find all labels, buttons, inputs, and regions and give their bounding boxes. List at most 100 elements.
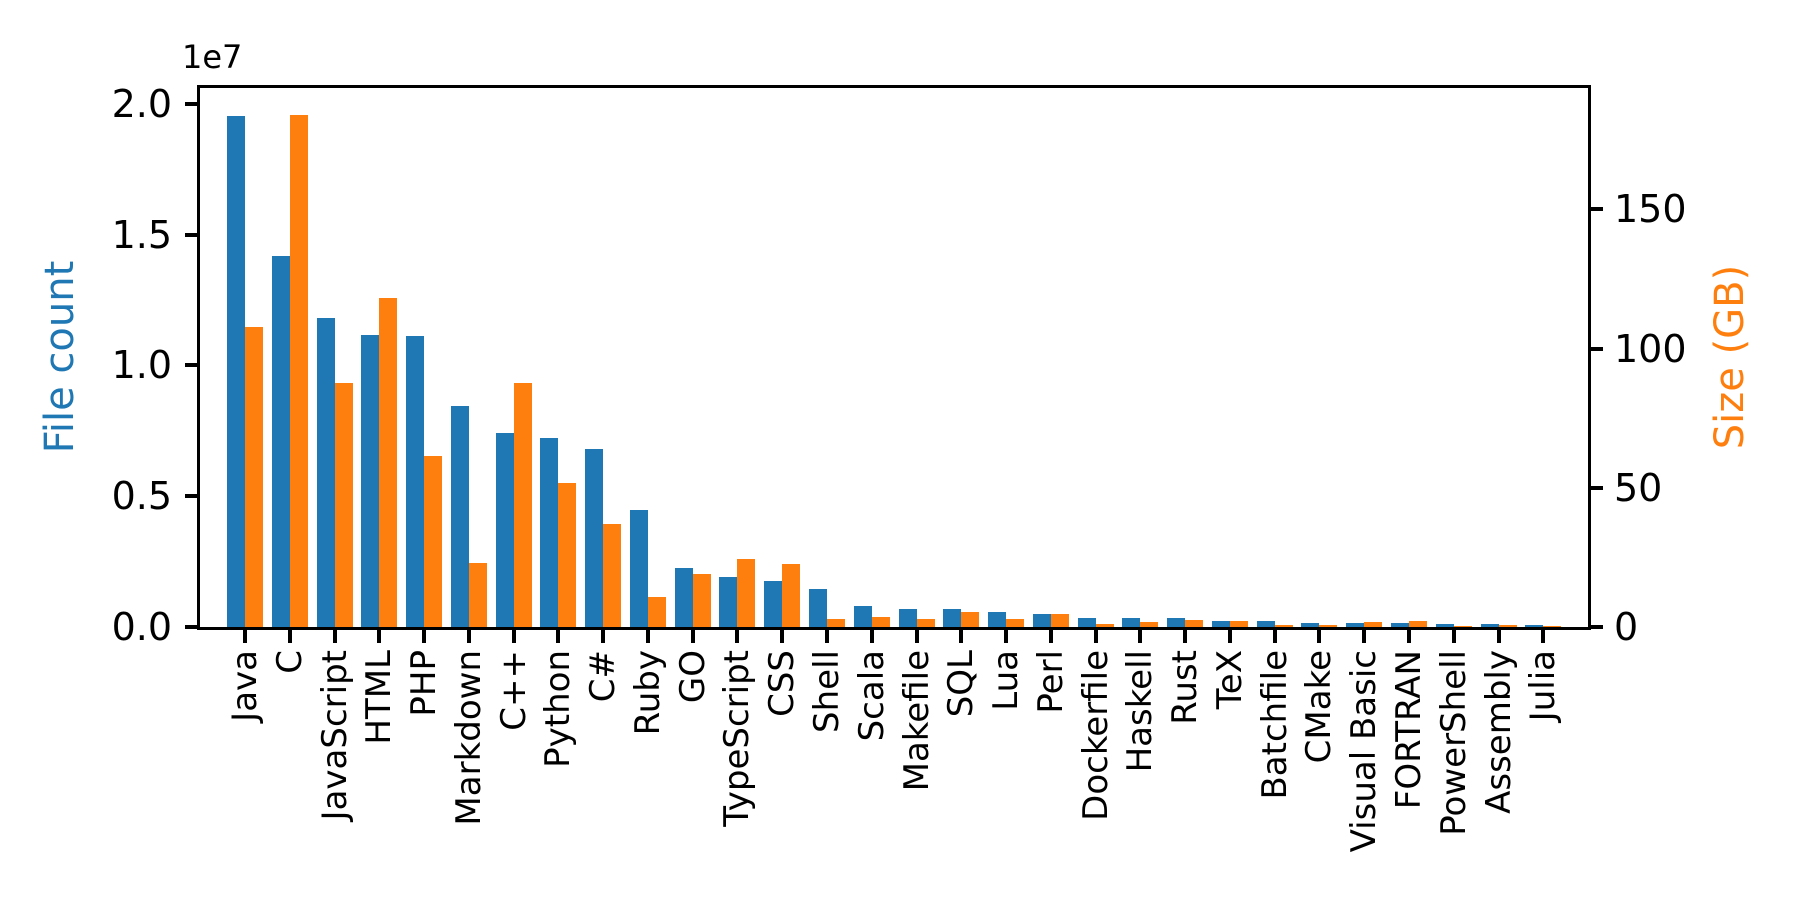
bar-size-gb (961, 611, 980, 627)
bar-file-count (1480, 624, 1499, 627)
x-tick-label: Ruby (627, 650, 668, 736)
x-tick-mark (1138, 627, 1143, 643)
bar-file-count (1256, 621, 1275, 627)
x-tick-label: C (269, 650, 310, 674)
x-tick-label: Batchfile (1254, 650, 1295, 800)
x-tick-label: Shell (807, 650, 847, 733)
x-tick-label: HTML (359, 650, 400, 745)
x-tick-mark (332, 627, 337, 643)
x-tick-label: Dockerfile (1075, 650, 1116, 821)
bar-file-count (1032, 614, 1051, 627)
x-tick-mark (422, 627, 427, 643)
x-tick-mark (377, 627, 382, 643)
bar-size-gb (558, 483, 577, 627)
x-tick-label: PowerShell (1433, 650, 1474, 836)
x-tick-label: Scala (851, 650, 892, 742)
bar-file-count (271, 256, 290, 627)
bar-file-count (1211, 620, 1230, 627)
bar-file-count (1167, 618, 1186, 627)
y-axis-label-left: File count (37, 260, 83, 454)
x-tick-label: Java (225, 650, 265, 722)
bar-size-gb (1050, 613, 1069, 627)
x-tick-label: Perl (1030, 650, 1071, 714)
bar-size-gb (647, 597, 666, 627)
x-tick-mark (1004, 627, 1009, 643)
x-tick-mark (1451, 627, 1456, 643)
x-tick-label: Assembly (1478, 650, 1519, 814)
bar-size-gb (289, 115, 308, 627)
x-tick-label: JavaScript (314, 650, 355, 821)
bar-size-gb (334, 382, 353, 627)
bar-file-count (1122, 617, 1141, 627)
x-tick-label: Markdown (448, 650, 489, 826)
bar-size-gb (1229, 620, 1248, 627)
bar-file-count (1346, 623, 1365, 627)
y-tick-mark-right (1588, 346, 1603, 351)
left-axis-offset-label: 1e7 (182, 38, 243, 76)
bar-file-count (450, 405, 469, 627)
x-tick-mark (466, 627, 471, 643)
bar-file-count (719, 577, 738, 627)
x-tick-mark (1048, 627, 1053, 643)
bar-file-count (764, 581, 783, 627)
bar-file-count (853, 605, 872, 627)
bar-file-count (943, 609, 962, 627)
bar-file-count (1391, 623, 1410, 627)
y-tick-label-right: 0 (1614, 605, 1639, 649)
y-tick-mark-left (185, 494, 200, 499)
x-tick-mark (1541, 627, 1546, 643)
bar-size-gb (782, 563, 801, 627)
bar-size-gb (1095, 624, 1114, 627)
x-tick-label: CSS (762, 650, 803, 717)
bar-file-count (1525, 625, 1544, 627)
bar-size-gb (1185, 620, 1204, 627)
x-tick-label: Python (538, 650, 579, 768)
bar-size-gb (871, 616, 890, 627)
bar-size-gb (468, 562, 487, 627)
x-tick-mark (243, 627, 247, 643)
y-tick-label-right: 50 (1614, 465, 1663, 510)
x-tick-label: TypeScript (717, 650, 758, 827)
y-axis-label-right: Size (GB) (1707, 264, 1753, 450)
y-tick-label-left: 0.5 (111, 474, 172, 519)
bar-size-gb (1543, 626, 1562, 627)
y-tick-label-right: 100 (1614, 326, 1687, 371)
y-tick-mark-left (185, 101, 200, 106)
x-tick-mark (556, 627, 561, 643)
y-tick-mark-left (185, 232, 200, 237)
bar-file-count (495, 433, 514, 627)
bar-size-gb (1006, 619, 1025, 627)
x-tick-mark (914, 627, 919, 643)
bar-size-gb (916, 618, 935, 627)
bar-size-gb (603, 524, 622, 627)
y-tick-mark-right (1588, 207, 1603, 212)
x-tick-label: Haskell (1120, 650, 1161, 773)
bar-size-gb (379, 298, 398, 627)
bar-file-count (316, 317, 335, 627)
x-tick-mark (1227, 627, 1232, 643)
bar-file-count (809, 589, 827, 627)
x-tick-mark (601, 627, 606, 643)
bar-size-gb (827, 618, 845, 627)
y-tick-label-right: 150 (1614, 187, 1687, 232)
x-tick-mark (1272, 627, 1277, 643)
bar-file-count (674, 567, 693, 627)
bar-size-gb (424, 456, 443, 627)
bar-file-count (361, 334, 380, 627)
bar-file-count (898, 608, 917, 627)
y-tick-mark-left (185, 363, 200, 368)
x-tick-label: Lua (986, 650, 1027, 711)
x-tick-label: GO (672, 650, 713, 704)
x-tick-mark (645, 627, 650, 643)
x-tick-mark (287, 627, 292, 643)
x-tick-mark (959, 627, 964, 643)
bar-file-count (629, 510, 648, 627)
x-tick-mark (511, 627, 516, 643)
bar-size-gb (513, 383, 532, 627)
bar-file-count (1077, 617, 1096, 627)
y-tick-label-left: 1.0 (111, 343, 172, 388)
bar-size-gb (1274, 625, 1293, 627)
y-tick-label-left: 0.0 (111, 605, 172, 649)
x-tick-mark (1183, 627, 1188, 643)
plot-area (197, 85, 1591, 630)
